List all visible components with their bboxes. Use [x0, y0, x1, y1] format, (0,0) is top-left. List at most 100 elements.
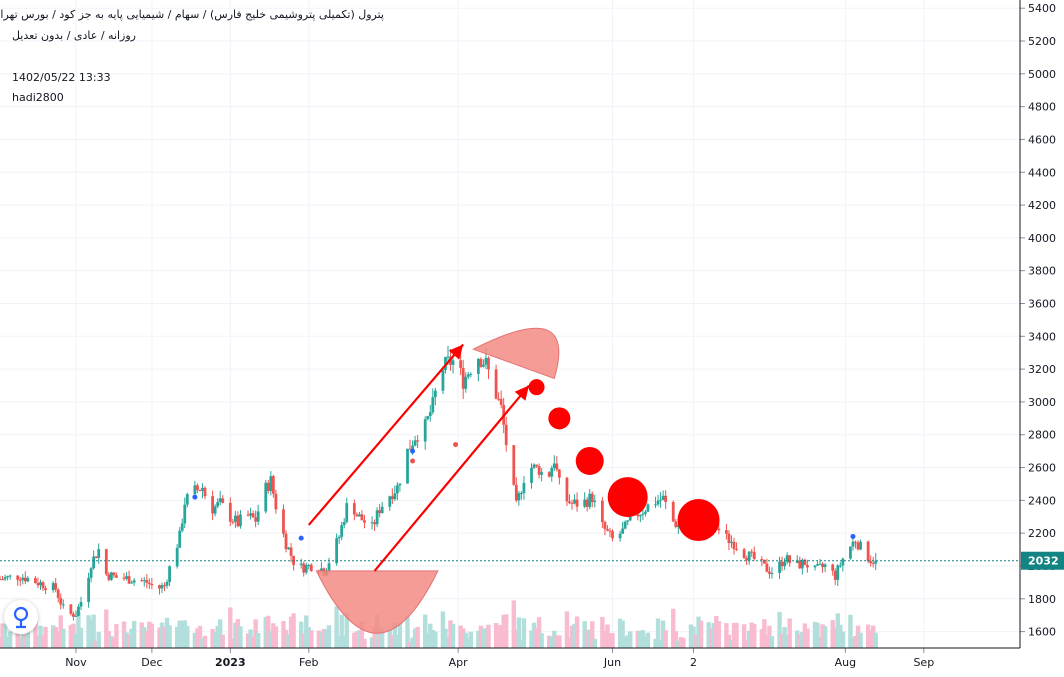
candle-body	[150, 584, 154, 586]
candle-body	[109, 572, 113, 580]
volume-bar	[217, 619, 223, 648]
candle-body	[745, 557, 749, 561]
candle	[16, 575, 20, 586]
volume-bar	[86, 615, 91, 648]
volume-bar	[104, 609, 109, 648]
volume-bar	[476, 630, 481, 648]
candle	[198, 489, 202, 492]
candle	[765, 558, 769, 573]
candle-body	[795, 560, 799, 563]
y-tick-label: 1800	[1028, 593, 1056, 606]
candle	[36, 577, 40, 589]
candle	[795, 555, 799, 564]
candle	[158, 584, 161, 595]
candle-body	[512, 445, 516, 485]
volume-bar	[764, 635, 770, 648]
trend-arrow-head	[448, 344, 464, 360]
candle-body	[540, 472, 544, 475]
volume-bar	[147, 621, 152, 648]
volume-bar	[787, 618, 792, 648]
candle-body	[165, 581, 169, 586]
candle-body	[798, 560, 802, 569]
volume-bar	[23, 634, 28, 648]
candle-body	[838, 565, 842, 567]
volume-bar	[617, 618, 623, 648]
candle-body	[175, 547, 179, 567]
candle-body	[380, 506, 384, 514]
candle-body	[395, 485, 399, 494]
volume-bar	[40, 635, 46, 648]
candle-body	[611, 531, 614, 539]
y-tick-label: 3000	[1028, 396, 1056, 409]
candle-body	[608, 530, 612, 532]
candle	[307, 563, 311, 570]
volume-bar	[291, 613, 296, 648]
candle	[274, 489, 278, 514]
volume-bar	[18, 638, 23, 648]
volume-bar	[769, 636, 775, 648]
candle-body	[479, 359, 483, 367]
tradingview-logo-icon[interactable]	[4, 600, 38, 634]
volume-bar	[309, 630, 314, 648]
y-tick-label: 2400	[1028, 494, 1056, 507]
x-tick-label: Apr	[449, 656, 469, 669]
candle-body	[813, 565, 817, 568]
candle-body	[783, 561, 787, 567]
candle-body	[345, 503, 349, 522]
candle	[859, 539, 862, 551]
signal-marker	[298, 535, 304, 541]
candle	[547, 471, 551, 478]
candle	[193, 480, 197, 495]
candle	[745, 555, 749, 566]
volume-bar	[392, 622, 398, 648]
volume-bar	[817, 636, 823, 648]
candle	[803, 558, 807, 566]
candle	[611, 529, 614, 542]
volume-bar	[767, 625, 772, 648]
candle-body	[342, 521, 346, 526]
candle	[266, 479, 270, 494]
volume-bar	[693, 634, 699, 648]
volume-bar	[496, 625, 501, 648]
candle	[92, 550, 96, 570]
candle-body	[717, 528, 721, 531]
volume-bar	[228, 607, 233, 648]
candle	[104, 548, 108, 577]
candle	[469, 372, 473, 378]
volume-bar	[529, 630, 534, 648]
candle-body	[282, 509, 285, 534]
volume-bar	[531, 622, 537, 648]
candle	[304, 562, 308, 575]
volume-bar	[688, 624, 694, 648]
volume-bar	[868, 629, 873, 648]
candle-body	[638, 514, 642, 517]
candle-body	[661, 495, 665, 500]
candle-body	[426, 416, 430, 420]
trend-dot	[677, 499, 720, 542]
candle	[251, 510, 255, 519]
candle-body	[770, 573, 774, 575]
volume-bar	[691, 626, 696, 648]
volume-bar	[114, 624, 119, 648]
candle-body	[535, 464, 538, 467]
candle	[747, 551, 751, 565]
candle	[849, 546, 852, 560]
candle-body	[320, 568, 323, 572]
candle-body	[251, 513, 255, 518]
volume-bar	[643, 635, 648, 648]
volume-bar	[671, 608, 676, 648]
candle	[426, 415, 430, 421]
candle-body	[360, 514, 364, 521]
volume-bar	[316, 630, 322, 648]
volume-bar	[873, 632, 878, 648]
volume-bar	[676, 640, 681, 648]
y-tick-label: 5000	[1028, 68, 1056, 81]
candle	[428, 404, 432, 422]
candle-body	[104, 549, 108, 575]
candle	[866, 540, 870, 564]
candle	[603, 520, 607, 536]
volume-bar	[109, 635, 114, 648]
candle-body	[841, 558, 845, 566]
candle	[302, 561, 306, 577]
